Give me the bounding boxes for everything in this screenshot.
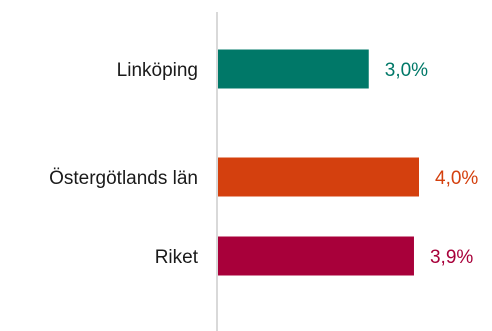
bars-group: Linköping 3,0% Östergötlands län 4,0% Riket 3…	[49, 49, 478, 276]
bar-0	[218, 49, 369, 89]
bar-2	[218, 236, 414, 276]
category-label-2: Riket	[155, 247, 199, 268]
bar-1	[218, 157, 419, 197]
value-label-0: 3,0%	[385, 60, 428, 81]
category-label-1: Östergötlands län	[49, 168, 198, 189]
category-label-0: Linköping	[117, 60, 198, 81]
value-label-1: 4,0%	[435, 168, 478, 189]
value-label-2: 3,9%	[430, 247, 473, 268]
